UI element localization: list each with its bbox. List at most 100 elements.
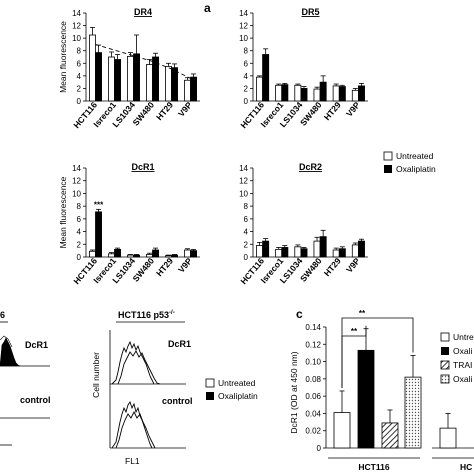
panel-c-legend-swatch-1 (440, 332, 450, 342)
flow-legend-swatch-oxaliplatin (206, 392, 214, 400)
flow-left-dcr1-histogram (0, 337, 21, 367)
flow-legend-swatch-untreated (205, 378, 215, 388)
flow-ylabel: Cell number (91, 352, 101, 398)
y-tick-label: 2 (77, 84, 82, 93)
y-tick-label: 4 (77, 72, 82, 81)
category-label: SW480 (130, 256, 156, 284)
panel-c-legend-label-3: TRAI (453, 360, 472, 370)
legend: Untreated Oxaliplatin (383, 151, 436, 174)
y-axis-label: Mean fluorescence (58, 176, 68, 248)
category-label: HT29 (154, 256, 175, 279)
chart-title: DcR2 (299, 162, 322, 172)
y-tick-label: 14 (239, 9, 248, 18)
bar-hct116-oxaliplatin (95, 211, 102, 258)
bar-ht29-oxaliplatin (171, 254, 178, 258)
category-label: V9P (176, 100, 194, 119)
y-tick-label: 0 (77, 253, 82, 262)
bar-untreated-4 (439, 427, 457, 449)
y-tick-label: 10 (239, 34, 248, 43)
bar-sw480-oxaliplatin (319, 236, 327, 258)
y-tick-label: 0 (77, 97, 82, 106)
bar-ls1034-oxaliplatin (300, 88, 308, 102)
y-tick-label: 6 (77, 215, 82, 224)
y-tick-label: 10 (239, 189, 248, 198)
flow-control-label: control (162, 396, 193, 406)
panel-c-legend: Untre Oxali TRAI Oxali (440, 332, 474, 384)
y-tick-label: 14 (72, 164, 81, 173)
category-label: SW480 (298, 256, 324, 284)
bar-ls1034-oxaliplatin (300, 248, 308, 258)
y-tick-label: 8 (244, 47, 249, 56)
category-label: SW480 (298, 100, 324, 128)
bar-isreco1-oxaliplatin (114, 59, 121, 102)
bar-ls1034-oxaliplatin (133, 254, 140, 258)
bar-oxali-trail-3 (404, 376, 422, 449)
bar-isreco1-untreated (108, 56, 115, 102)
flow-title: HCT116 p53-/- (118, 310, 175, 320)
y-tick-label: 2 (244, 240, 249, 249)
panel-c-legend-swatch-4 (440, 374, 450, 384)
bar-sw480-oxaliplatin (319, 81, 327, 102)
y-tick-label: 12 (72, 22, 81, 31)
flow-control-oxaliplatin-histogram (115, 410, 156, 449)
chart-title: DR5 (301, 7, 319, 17)
bar-ls1034-untreated (294, 246, 302, 258)
significance-marker: ** (351, 327, 358, 336)
category-label: HT29 (322, 100, 343, 123)
flow-left-panel: 6 DcR1 control (0, 310, 51, 446)
y-tick-label: 0.02 (305, 427, 321, 436)
bar-hct116-oxaliplatin (95, 52, 102, 102)
bar-ht29-oxaliplatin (338, 86, 346, 102)
flow-xlabel: FL1 (125, 456, 140, 466)
bar-v9p-oxaliplatin (358, 85, 365, 102)
category-label: V9P (176, 256, 194, 275)
bar-v9p-oxaliplatin (190, 76, 197, 102)
y-tick-label: 12 (239, 177, 248, 186)
bar-ht29-untreated (165, 66, 172, 102)
bar-ls1034-untreated (127, 55, 134, 102)
y-tick-label: 2 (77, 240, 82, 249)
y-tick-label: 0 (244, 97, 249, 106)
bar-v9p-untreated (351, 244, 359, 258)
panel-label-a: a (204, 1, 211, 15)
bar-untreated-0 (333, 412, 351, 449)
legend-label-oxaliplatin: Oxaliplatin (396, 164, 436, 174)
flow-left-control-label: control (20, 395, 51, 405)
bar-ht29-oxaliplatin (338, 248, 346, 258)
panel-c-legend-label-2: Oxali (453, 346, 472, 356)
flow-dcr1-label: DcR1 (168, 339, 191, 349)
y-tick-label: 6 (244, 215, 249, 224)
bar-hct116-untreated (89, 34, 96, 102)
y-tick-label: 8 (77, 47, 82, 56)
y-tick-label: 10 (72, 34, 81, 43)
bar-hct116-untreated (256, 76, 263, 102)
y-tick-label: 0.14 (305, 323, 321, 332)
y-tick-label: 6 (244, 59, 249, 68)
bar-oxaliplatin-1 (357, 349, 375, 449)
y-tick-label: 4 (77, 228, 82, 237)
y-tick-label: 10 (72, 189, 81, 198)
flow-right-panel: HCT116 p53-/- Cell number DcR1 control F… (91, 310, 258, 466)
flow-legend-label-oxaliplatin: Oxaliplatin (218, 391, 258, 401)
y-tick-label: 0.12 (305, 340, 321, 349)
bar-v9p-untreated (184, 79, 191, 102)
group-label: HCT116 (358, 462, 389, 472)
bar-sw480-untreated (313, 240, 321, 258)
bar-ls1034-oxaliplatin (133, 53, 140, 102)
y-tick-label: 12 (239, 22, 248, 31)
bar-hct116-oxaliplatin (262, 240, 270, 258)
y-tick-label: 4 (244, 228, 249, 237)
bar-ls1034-untreated (294, 84, 302, 102)
flow-dcr1-untreated-histogram (111, 340, 155, 385)
legend-label-untreated: Untreated (396, 151, 434, 161)
y-tick-label: 4 (244, 72, 249, 81)
y-tick-label: 14 (239, 164, 248, 173)
y-tick-label: 12 (72, 177, 81, 186)
bar-isreco1-oxaliplatin (281, 84, 289, 102)
bar-hct116-untreated (256, 245, 263, 258)
